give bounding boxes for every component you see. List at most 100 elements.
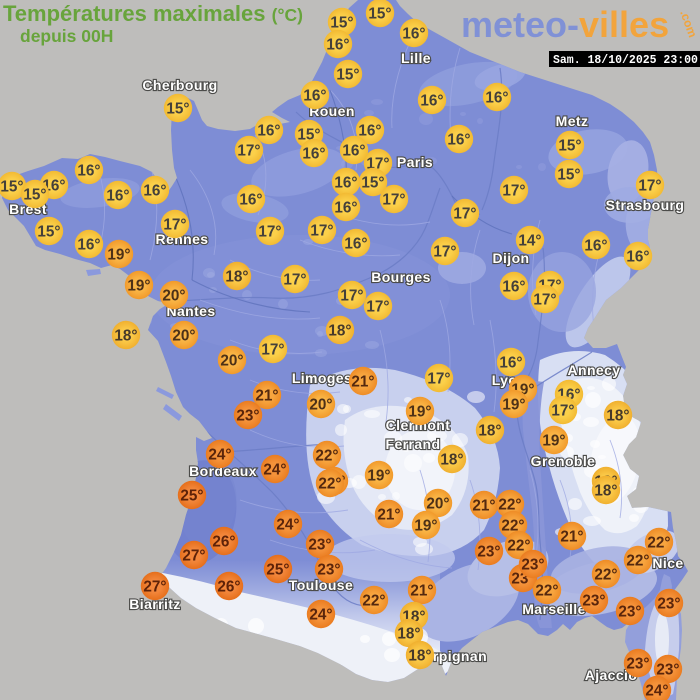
svg-text:18°: 18° xyxy=(606,407,629,424)
svg-text:22°: 22° xyxy=(362,592,385,609)
svg-text:21°: 21° xyxy=(351,373,374,390)
svg-text:24°: 24° xyxy=(645,682,668,699)
svg-text:19°: 19° xyxy=(127,277,150,294)
svg-text:16°: 16° xyxy=(77,162,100,179)
svg-text:23°: 23° xyxy=(656,661,679,678)
svg-text:24°: 24° xyxy=(276,516,299,533)
svg-text:Cherbourg: Cherbourg xyxy=(142,77,217,93)
svg-text:16°: 16° xyxy=(302,145,325,162)
svg-text:Ferrand: Ferrand xyxy=(386,436,441,452)
svg-text:22°: 22° xyxy=(318,475,341,492)
svg-text:Marseille: Marseille xyxy=(522,601,586,617)
svg-text:Annecy: Annecy xyxy=(568,362,621,378)
svg-text:17°: 17° xyxy=(382,191,405,208)
svg-text:16°: 16° xyxy=(77,236,100,253)
svg-text:19°: 19° xyxy=(542,432,565,449)
svg-text:16°: 16° xyxy=(447,131,470,148)
svg-text:Bordeaux: Bordeaux xyxy=(189,463,257,479)
svg-text:16°: 16° xyxy=(106,187,129,204)
svg-text:Ajaccio: Ajaccio xyxy=(585,667,638,683)
svg-text:16°: 16° xyxy=(485,89,508,106)
svg-text:23°: 23° xyxy=(236,407,259,424)
svg-text:17°: 17° xyxy=(163,216,186,233)
svg-text:21°: 21° xyxy=(472,497,495,514)
svg-text:27°: 27° xyxy=(182,547,205,564)
svg-text:Nice: Nice xyxy=(652,555,683,571)
svg-text:16°: 16° xyxy=(402,25,425,42)
svg-text:21°: 21° xyxy=(255,387,278,404)
svg-text:18°: 18° xyxy=(225,268,248,285)
svg-text:16°: 16° xyxy=(303,87,326,104)
svg-text:16°: 16° xyxy=(334,199,357,216)
svg-text:16°: 16° xyxy=(626,248,649,265)
svg-text:Metz: Metz xyxy=(556,113,589,129)
svg-text:17°: 17° xyxy=(638,177,661,194)
svg-text:16°: 16° xyxy=(344,235,367,252)
svg-text:15°: 15° xyxy=(37,223,60,240)
svg-text:25°: 25° xyxy=(180,487,203,504)
svg-text:16°: 16° xyxy=(143,182,166,199)
svg-text:17°: 17° xyxy=(427,370,450,387)
svg-text:20°: 20° xyxy=(172,327,195,344)
svg-text:24°: 24° xyxy=(263,461,286,478)
svg-text:20°: 20° xyxy=(220,352,243,369)
svg-text:18°: 18° xyxy=(440,451,463,468)
svg-text:26°: 26° xyxy=(212,533,235,550)
svg-text:15°: 15° xyxy=(166,100,189,117)
svg-text:22°: 22° xyxy=(501,517,524,534)
svg-text:Sam. 18/10/2025 23:00: Sam. 18/10/2025 23:00 xyxy=(553,54,698,67)
svg-text:22°: 22° xyxy=(507,537,530,554)
svg-text:17°: 17° xyxy=(433,243,456,260)
svg-text:17°: 17° xyxy=(261,341,284,358)
svg-text:19°: 19° xyxy=(502,396,525,413)
svg-text:Biarritz: Biarritz xyxy=(129,596,180,612)
svg-text:25°: 25° xyxy=(266,561,289,578)
svg-text:23°: 23° xyxy=(626,655,649,672)
svg-text:21°: 21° xyxy=(560,528,583,545)
svg-text:17°: 17° xyxy=(502,182,525,199)
svg-text:17°: 17° xyxy=(533,291,556,308)
svg-text:18°: 18° xyxy=(478,422,501,439)
svg-text:Grenoble: Grenoble xyxy=(531,453,596,469)
svg-text:18°: 18° xyxy=(328,322,351,339)
svg-text:Dijon: Dijon xyxy=(493,250,530,266)
svg-text:15°: 15° xyxy=(23,186,46,203)
svg-text:17°: 17° xyxy=(340,287,363,304)
svg-text:24°: 24° xyxy=(208,446,231,463)
svg-text:16°: 16° xyxy=(584,237,607,254)
svg-text:23°: 23° xyxy=(582,592,605,609)
svg-text:16°: 16° xyxy=(420,92,443,109)
svg-text:22°: 22° xyxy=(315,447,338,464)
svg-text:17°: 17° xyxy=(453,205,476,222)
svg-text:23°: 23° xyxy=(477,543,500,560)
svg-text:16°: 16° xyxy=(502,278,525,295)
svg-text:meteo-villes: meteo-villes xyxy=(461,4,669,45)
svg-text:15°: 15° xyxy=(0,178,23,195)
svg-text:19°: 19° xyxy=(107,246,130,263)
svg-text:26°: 26° xyxy=(217,578,240,595)
svg-text:17°: 17° xyxy=(310,222,333,239)
svg-text:17°: 17° xyxy=(258,223,281,240)
svg-text:18°: 18° xyxy=(114,327,137,344)
svg-text:21°: 21° xyxy=(377,506,400,523)
svg-text:18°: 18° xyxy=(397,625,420,642)
svg-text:15°: 15° xyxy=(336,66,359,83)
svg-text:27°: 27° xyxy=(143,578,166,595)
svg-text:16°: 16° xyxy=(358,122,381,139)
svg-text:17°: 17° xyxy=(366,298,389,315)
svg-text:15°: 15° xyxy=(368,5,391,22)
svg-text:22°: 22° xyxy=(498,496,521,513)
svg-text:Paris: Paris xyxy=(397,154,433,170)
svg-text:22°: 22° xyxy=(647,534,670,551)
svg-text:16°: 16° xyxy=(326,36,349,53)
svg-text:15°: 15° xyxy=(361,174,384,191)
svg-text:23°: 23° xyxy=(618,603,641,620)
svg-text:19°: 19° xyxy=(367,467,390,484)
svg-text:depuis 00H: depuis 00H xyxy=(20,26,113,46)
svg-text:18°: 18° xyxy=(594,482,617,499)
svg-text:19°: 19° xyxy=(408,403,431,420)
svg-text:16°: 16° xyxy=(499,354,522,371)
svg-text:23°: 23° xyxy=(521,556,544,573)
svg-text:Températures maximales (°C): Températures maximales (°C) xyxy=(3,1,303,26)
svg-text:15°: 15° xyxy=(557,166,580,183)
